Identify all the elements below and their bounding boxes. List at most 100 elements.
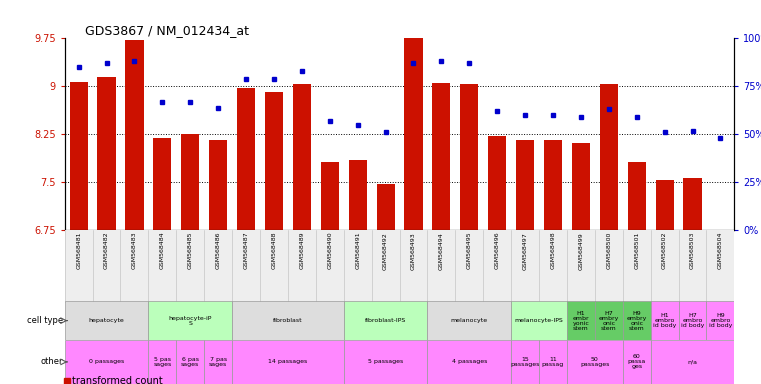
Text: H1
embro
id body: H1 embro id body (653, 313, 677, 328)
Bar (712, 230, 730, 232)
Text: 5 pas
sages: 5 pas sages (153, 357, 171, 367)
Text: GSM568485: GSM568485 (188, 232, 193, 269)
Text: GSM568502: GSM568502 (662, 232, 667, 269)
Bar (544, 139, 562, 230)
Text: GSM568504: GSM568504 (718, 232, 723, 269)
Bar (209, 139, 228, 230)
Text: 14 passages: 14 passages (269, 359, 307, 364)
Bar (428, 301, 511, 340)
Text: GSM568495: GSM568495 (466, 232, 472, 270)
Text: H9
embry
onic
stem: H9 embry onic stem (626, 311, 647, 331)
Bar (655, 180, 673, 230)
Bar (265, 91, 283, 230)
Bar (572, 143, 590, 230)
Text: hepatocyte: hepatocyte (89, 318, 124, 323)
Bar (600, 84, 618, 230)
Bar (344, 340, 428, 384)
Text: H7
embro
id body: H7 embro id body (681, 313, 704, 328)
Text: GSM568498: GSM568498 (550, 232, 556, 270)
Text: 4 passages: 4 passages (451, 359, 487, 364)
Bar (539, 340, 567, 384)
Bar (177, 340, 204, 384)
Text: GSM568483: GSM568483 (132, 232, 137, 270)
Text: other: other (41, 358, 63, 366)
Bar (567, 340, 622, 384)
Bar (428, 340, 511, 384)
Bar (349, 160, 367, 230)
Text: GSM568503: GSM568503 (690, 232, 695, 269)
Bar (377, 184, 395, 230)
Bar (126, 40, 144, 230)
Text: GSM568493: GSM568493 (411, 232, 416, 270)
Text: hepatocyte-iP
S: hepatocyte-iP S (169, 316, 212, 326)
Bar (651, 301, 679, 340)
Text: 5 passages: 5 passages (368, 359, 403, 364)
Text: n/a: n/a (687, 359, 698, 364)
Text: GSM568501: GSM568501 (634, 232, 639, 269)
Text: GSM568484: GSM568484 (160, 232, 165, 270)
Bar (344, 301, 428, 340)
Text: transformed count: transformed count (72, 376, 163, 384)
Text: fibroblast: fibroblast (273, 318, 303, 323)
Text: fibroblast-IPS: fibroblast-IPS (365, 318, 406, 323)
Bar (651, 340, 734, 384)
Bar (595, 301, 622, 340)
Text: GDS3867 / NM_012434_at: GDS3867 / NM_012434_at (84, 24, 249, 37)
Text: 11
passag: 11 passag (542, 357, 564, 367)
Text: 60
passa
ges: 60 passa ges (628, 354, 646, 369)
Text: GSM568494: GSM568494 (439, 232, 444, 270)
Text: GSM568490: GSM568490 (327, 232, 333, 270)
Text: GSM568487: GSM568487 (244, 232, 249, 270)
Text: GSM568482: GSM568482 (104, 232, 109, 270)
Bar (567, 301, 595, 340)
Text: H7
embry
onic
stem: H7 embry onic stem (599, 311, 619, 331)
Bar (511, 340, 539, 384)
Text: GSM568489: GSM568489 (299, 232, 304, 270)
Text: H9
embro
id body: H9 embro id body (708, 313, 732, 328)
Bar (237, 88, 255, 230)
Text: GSM568491: GSM568491 (355, 232, 360, 270)
Bar (622, 301, 651, 340)
Bar (97, 77, 116, 230)
Bar (69, 82, 88, 230)
Text: GSM568496: GSM568496 (495, 232, 500, 270)
Bar (65, 340, 148, 384)
Bar (181, 134, 199, 230)
Text: 15
passages: 15 passages (511, 357, 540, 367)
Text: cell type: cell type (27, 316, 63, 325)
Bar (628, 162, 646, 230)
Bar (148, 301, 232, 340)
Bar (153, 137, 171, 230)
Text: melanocyte: melanocyte (451, 318, 488, 323)
Bar (232, 340, 344, 384)
Text: melanocyte-IPS: melanocyte-IPS (514, 318, 563, 323)
Bar (683, 178, 702, 230)
Text: GSM568497: GSM568497 (523, 232, 527, 270)
Bar (232, 301, 344, 340)
Bar (65, 301, 148, 340)
Bar (706, 301, 734, 340)
Bar (293, 84, 311, 230)
Bar (148, 340, 177, 384)
Text: 6 pas
sages: 6 pas sages (181, 357, 199, 367)
Bar (404, 27, 422, 230)
Bar (488, 136, 506, 230)
Text: GSM568481: GSM568481 (76, 232, 81, 269)
Bar (320, 162, 339, 230)
Bar (516, 139, 534, 230)
Bar (460, 84, 479, 230)
Bar (622, 340, 651, 384)
Text: H1
embr
yonic
stem: H1 embr yonic stem (572, 311, 589, 331)
Text: GSM568488: GSM568488 (272, 232, 276, 269)
Bar (432, 83, 451, 230)
Text: GSM568492: GSM568492 (383, 232, 388, 270)
Text: 7 pas
sages: 7 pas sages (209, 357, 228, 367)
Text: GSM568499: GSM568499 (578, 232, 584, 270)
Text: GSM568500: GSM568500 (607, 232, 611, 269)
Text: 50
passages: 50 passages (580, 357, 610, 367)
Bar (204, 340, 232, 384)
Bar (679, 301, 706, 340)
Text: 0 passages: 0 passages (89, 359, 124, 364)
Text: GSM568486: GSM568486 (215, 232, 221, 269)
Bar (511, 301, 567, 340)
